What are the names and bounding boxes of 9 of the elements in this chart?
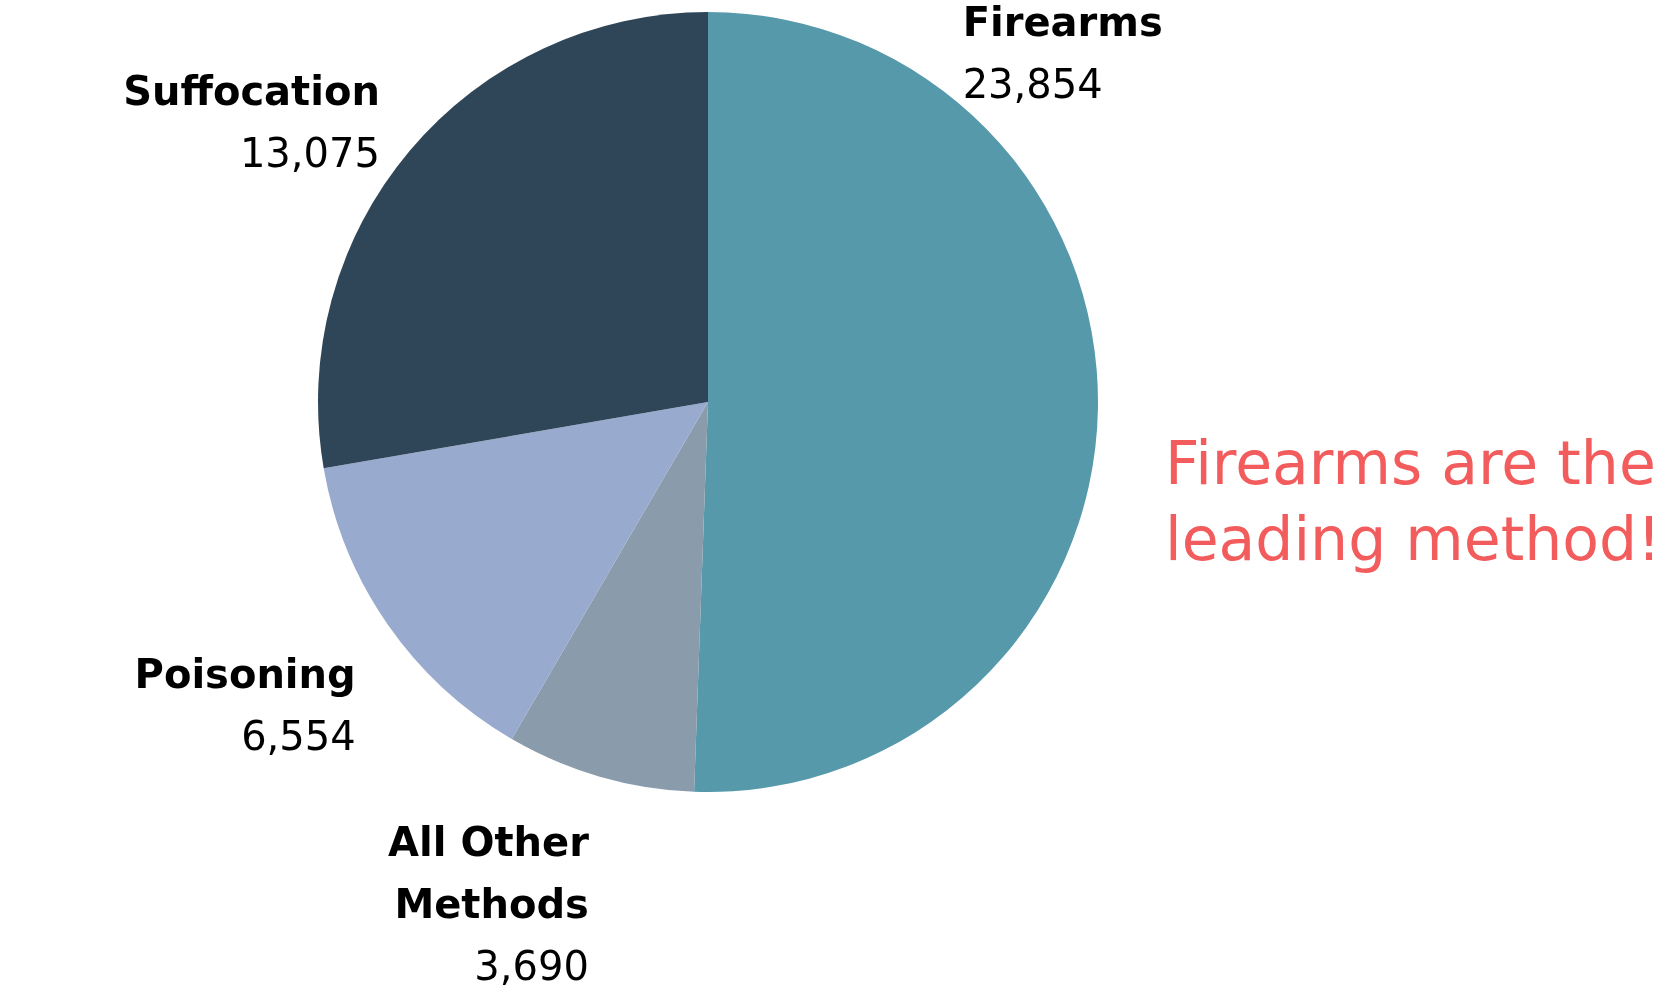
data-label: 23,854 xyxy=(962,61,1103,108)
data-label: 6,554 xyxy=(241,713,356,760)
slice-label: All Other Methods xyxy=(388,818,590,927)
slice-label: Firearms xyxy=(962,0,1163,46)
slice-label: Suffocation xyxy=(123,68,380,115)
data-label: 3,690 xyxy=(474,942,589,987)
slice-label: Poisoning xyxy=(134,651,356,698)
text: Firearms are the leading method! xyxy=(1165,427,1663,576)
data-label: 13,075 xyxy=(239,130,380,177)
